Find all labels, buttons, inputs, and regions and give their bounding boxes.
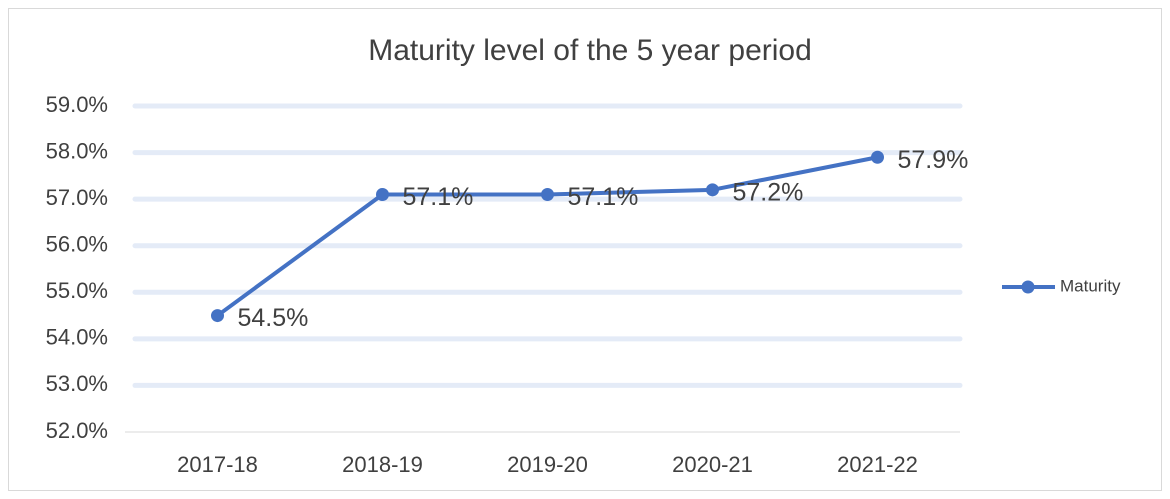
y-tick-label: 52.0% [46, 418, 108, 443]
data-point [541, 187, 554, 201]
x-tick-label: 2017-18 [177, 452, 258, 477]
data-label: 57.1% [568, 183, 639, 211]
data-point [211, 309, 224, 323]
data-label: 57.2% [733, 178, 804, 206]
data-point [871, 150, 884, 164]
x-tick-label: 2019-20 [507, 452, 588, 477]
legend-marker [1021, 280, 1035, 294]
data-label: 57.1% [403, 183, 474, 211]
x-tick-label: 2021-22 [837, 452, 918, 477]
data-point [376, 187, 389, 201]
y-tick-label: 58.0% [46, 138, 108, 163]
y-tick-label: 53.0% [46, 371, 108, 396]
x-tick-label: 2018-19 [342, 452, 423, 477]
y-tick-label: 57.0% [46, 185, 108, 210]
data-point [706, 183, 719, 197]
chart-title: Maturity level of the 5 year period [368, 34, 812, 67]
y-tick-label: 55.0% [46, 278, 108, 303]
y-tick-label: 56.0% [46, 232, 108, 257]
x-tick-label: 2020-21 [672, 452, 753, 477]
y-tick-label: 59.0% [46, 92, 108, 117]
data-label: 54.5% [238, 304, 309, 332]
legend-label: Maturity [1060, 276, 1121, 295]
y-tick-label: 54.0% [46, 325, 108, 350]
data-label: 57.9% [898, 146, 969, 174]
